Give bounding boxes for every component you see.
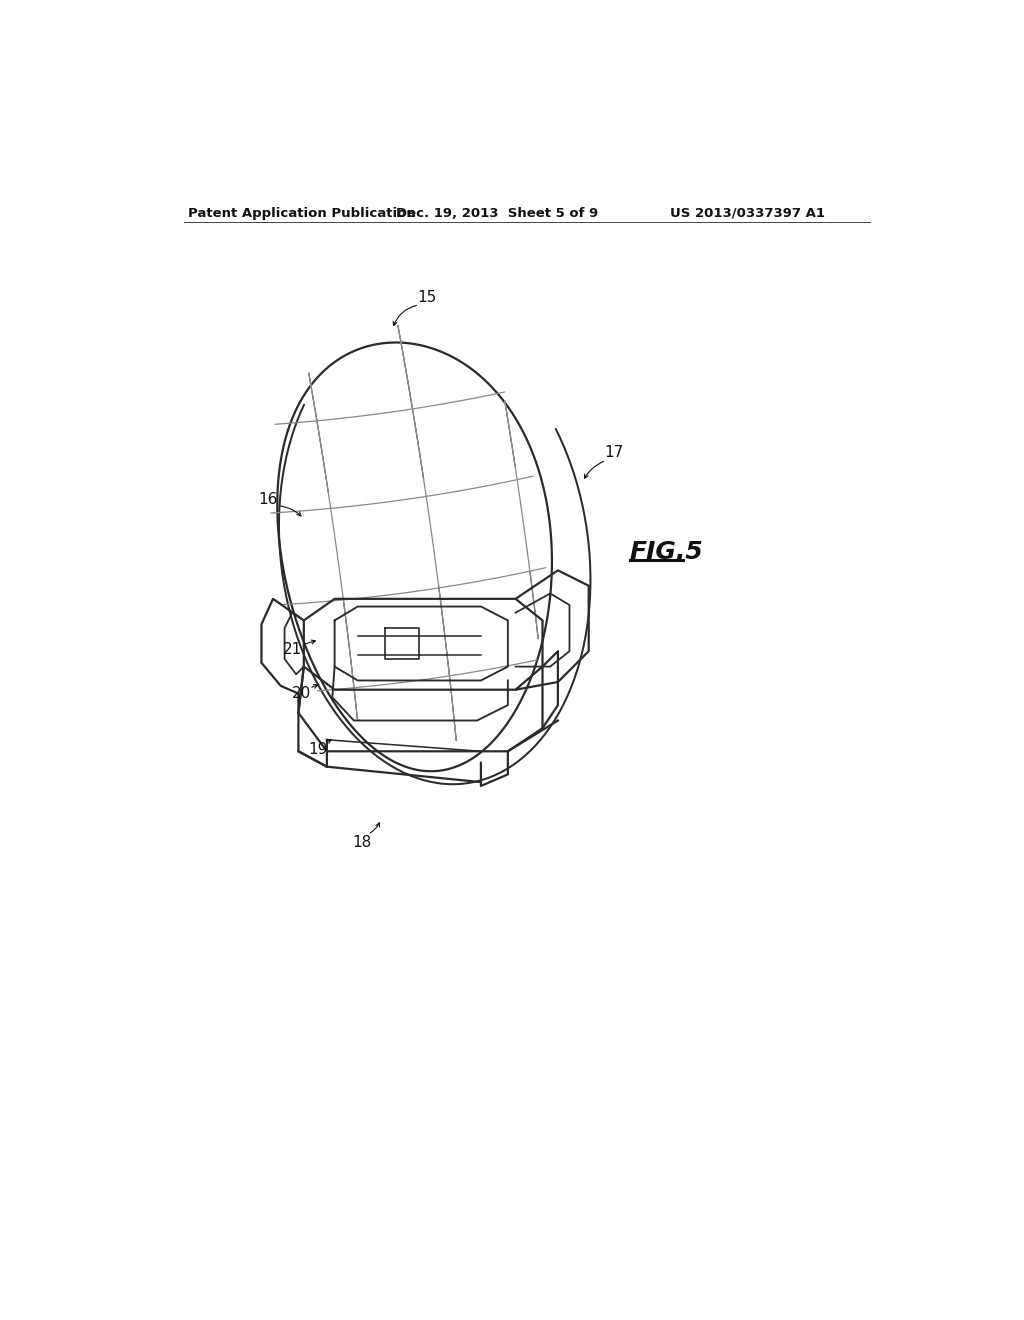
Text: US 2013/0337397 A1: US 2013/0337397 A1 [670,207,824,220]
Text: 19: 19 [308,742,328,758]
Text: 15: 15 [418,289,436,305]
Text: 18: 18 [352,834,371,850]
Text: 16: 16 [258,492,278,507]
Text: 17: 17 [604,445,624,461]
Text: 21: 21 [283,642,302,657]
Text: 20: 20 [292,686,311,701]
Text: Patent Application Publication: Patent Application Publication [188,207,416,220]
Text: FIG.5: FIG.5 [630,540,703,564]
Text: Dec. 19, 2013  Sheet 5 of 9: Dec. 19, 2013 Sheet 5 of 9 [396,207,598,220]
